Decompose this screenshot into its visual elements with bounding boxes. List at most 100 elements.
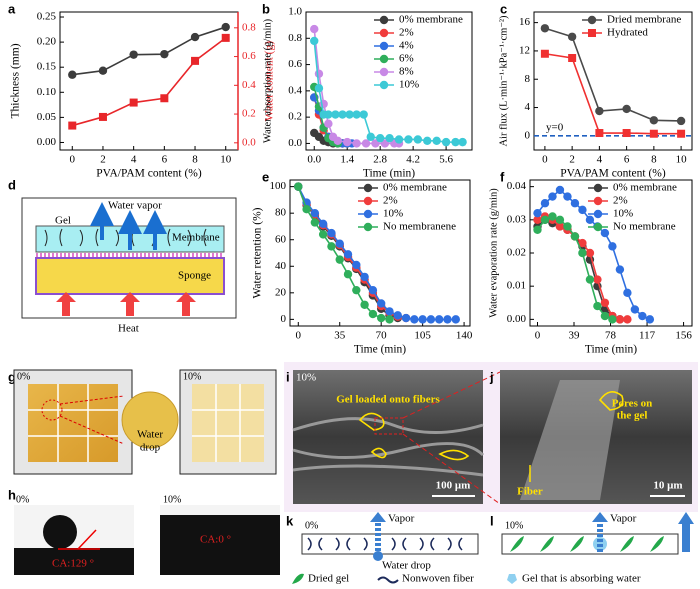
vapor-label: Vapor: [610, 513, 637, 525]
y-tick-label: 0.00: [507, 313, 527, 325]
x-tick-label: 4: [597, 154, 603, 166]
y-tick-label: 0: [281, 313, 287, 325]
y2-tick-label: 0.6: [242, 50, 256, 62]
point: [324, 119, 333, 128]
y-tick-label: 0.4: [288, 84, 302, 96]
legend-label: 8%: [399, 66, 414, 78]
point: [310, 218, 320, 227]
legend-label: 2%: [399, 27, 414, 39]
point: [385, 307, 394, 316]
y-tick-label: 20: [275, 286, 287, 298]
photo-tag: 10%: [183, 371, 201, 382]
point: [585, 248, 595, 258]
label-sponge: Sponge: [178, 270, 211, 282]
point: [443, 315, 452, 324]
point: [567, 32, 577, 41]
point: [410, 315, 419, 324]
zoom-line: [59, 395, 125, 405]
plot-frame: [529, 179, 693, 327]
point: [426, 315, 436, 324]
x-tick-label: 6: [162, 154, 168, 166]
y-tick-label: 100: [270, 180, 287, 192]
x-axis-label: PVA/PAM content (%): [96, 168, 202, 180]
point: [318, 219, 328, 228]
point: [360, 272, 369, 282]
point: [638, 311, 647, 321]
point: [160, 94, 169, 103]
reference-label: y=0: [546, 121, 564, 133]
y-tick-label: 0.04: [507, 180, 527, 192]
point: [335, 239, 344, 248]
point: [394, 135, 404, 144]
heat-arrows: [56, 292, 196, 316]
y-tick-label: 12: [519, 44, 530, 56]
panel-kl: k 0% Vapor Water drop l 10% Vapor Dried …: [286, 512, 694, 585]
legend-label: 6%: [399, 53, 414, 65]
legend-label: Dried gel: [308, 573, 349, 585]
point: [548, 192, 557, 201]
legend-label: 0% membrane: [613, 182, 677, 194]
legend-label: 2%: [383, 195, 398, 207]
point: [555, 215, 565, 225]
point: [568, 54, 577, 62]
y-tick-label: 0.03: [507, 213, 527, 225]
point: [361, 139, 371, 148]
point: [677, 129, 686, 138]
x-tick-label: 4.2: [406, 154, 420, 166]
point: [375, 133, 385, 143]
point: [345, 110, 354, 119]
label-vapor: Water vapor: [108, 200, 162, 212]
point: [68, 70, 77, 79]
photo-sponge: [192, 384, 264, 462]
x-tick-label: 70: [376, 330, 388, 342]
legend-label: No membranene: [383, 221, 456, 233]
sem-note: Gel loaded onto fibers: [336, 394, 440, 406]
legend-marker: [363, 183, 373, 193]
legend-label: Hydrated: [607, 27, 648, 39]
x-axis-label: Time (min): [363, 168, 415, 180]
point: [352, 285, 361, 295]
point: [585, 275, 595, 284]
water-drop: [373, 551, 383, 561]
photo-tag: 10%: [163, 494, 181, 505]
x-tick-label: 35: [334, 330, 346, 342]
x-tick-label: 140: [456, 330, 473, 342]
photo: [160, 505, 280, 575]
panel-label: h: [8, 487, 16, 502]
point: [343, 250, 353, 259]
legend-label: Dried membrane: [607, 14, 681, 26]
contact-angle: CA:0 °: [200, 534, 231, 546]
fibers: [307, 537, 463, 551]
point: [327, 242, 336, 251]
point: [608, 315, 617, 324]
point: [555, 185, 565, 195]
series-line: [544, 52, 682, 135]
fiber-layer: [501, 533, 679, 555]
panel-label: j: [489, 369, 494, 384]
diagram-frame: [21, 197, 237, 319]
point: [129, 98, 138, 107]
point: [352, 139, 361, 148]
y-tick-label: 40: [275, 260, 287, 272]
legend-label: 0% membrane: [399, 14, 463, 26]
drop-inset: [121, 391, 179, 449]
point: [600, 298, 610, 307]
point: [335, 255, 344, 264]
vapor-arrows: [90, 202, 167, 250]
y-tick-label: 0.6: [288, 58, 302, 70]
scale-label: 10 μm: [653, 480, 682, 492]
point: [555, 222, 565, 231]
legend-marker: [379, 67, 389, 77]
legend-marker: [593, 196, 603, 206]
x-tick-label: 6: [624, 154, 630, 166]
x-tick-label: 0.0: [307, 154, 321, 166]
y-tick-label: 0: [525, 129, 531, 141]
photo-tag: 0%: [17, 371, 30, 382]
label-gel: Gel: [55, 215, 71, 227]
series-line: [72, 37, 227, 127]
point: [310, 208, 320, 218]
point: [376, 313, 386, 323]
x-tick-label: 0: [296, 330, 302, 342]
point: [129, 50, 138, 59]
photo-sponge: [28, 384, 118, 462]
